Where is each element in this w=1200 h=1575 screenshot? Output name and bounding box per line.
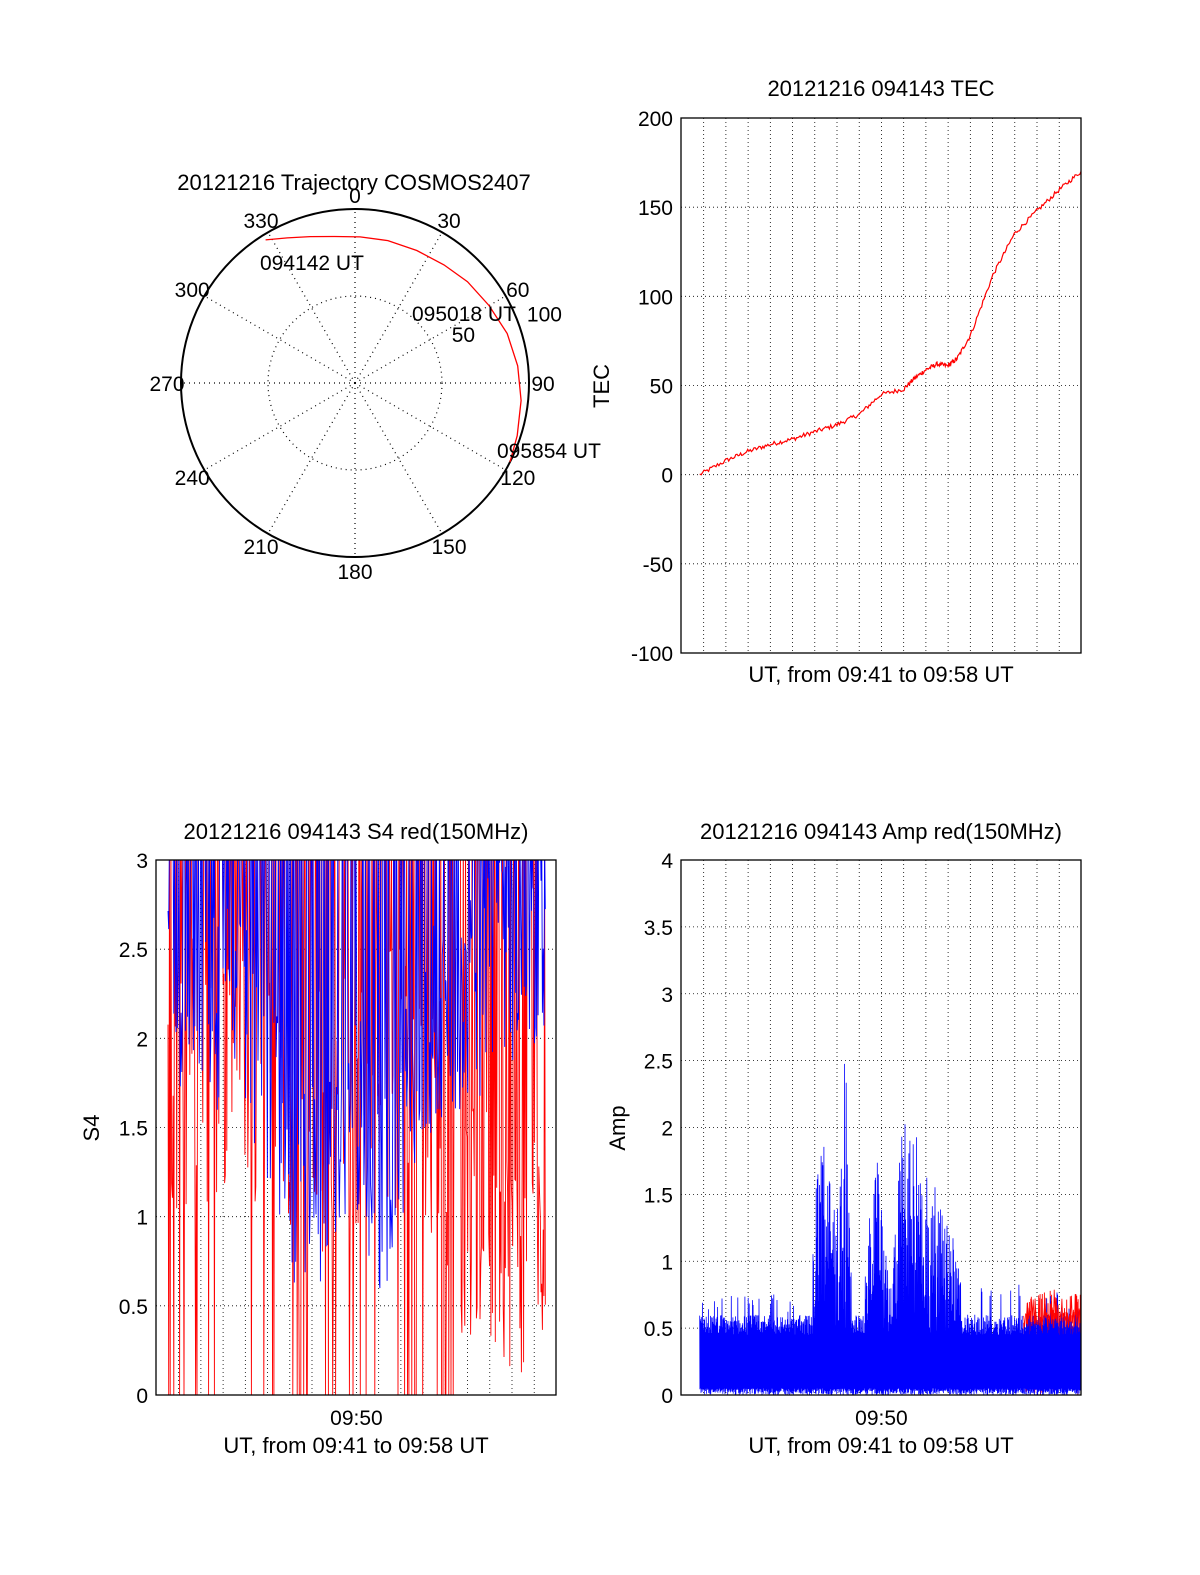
polar-spoke-240	[204, 382, 356, 471]
tec-ytick-label: -100	[631, 643, 673, 666]
polar-annotation-2: 095854 UT	[497, 440, 601, 463]
tec-title: 20121216 094143 TEC	[767, 76, 994, 101]
polar-radius-label-50: 50	[452, 324, 475, 347]
s4-xtick-label: 09:50	[330, 1407, 383, 1430]
amp-series-red-overlay	[1023, 1289, 1081, 1329]
polar-outer-circle	[180, 208, 530, 558]
polar-angle-label-0: 0	[349, 185, 361, 208]
polar-angle-label-30: 30	[437, 210, 460, 233]
s4-ylabel: S4	[79, 1115, 104, 1142]
polar-angle-label-90: 90	[531, 373, 554, 396]
s4-ytick-label: 2	[136, 1028, 148, 1051]
s4-ytick-label: 0.5	[119, 1296, 148, 1319]
polar-ring-50	[267, 295, 443, 471]
amp-chart: 20121216 094143 Amp red(150MHz) UT, from…	[605, 819, 1082, 1458]
amp-ytick-label: 1.5	[644, 1184, 673, 1207]
tec-chart: 20121216 094143 TEC UT, from 09:41 to 09…	[589, 76, 1082, 687]
amp-ytick-label: 0	[661, 1385, 673, 1408]
s4-chart: 20121216 094143 S4 red(150MHz) UT, from …	[79, 819, 557, 1458]
polar-annotation-0: 094142 UT	[260, 252, 364, 275]
polar-angle-label-300: 300	[175, 279, 210, 302]
polar-spoke-330	[267, 232, 356, 384]
polar-spoke-120	[354, 382, 506, 471]
amp-xlabel: UT, from 09:41 to 09:58 UT	[748, 1433, 1013, 1458]
tec-ylabel: TEC	[589, 364, 614, 408]
tec-ytick-label: 200	[638, 108, 673, 131]
polar-spoke-150	[354, 382, 443, 534]
polar-angle-label-60: 60	[506, 279, 529, 302]
tec-plot-frame	[680, 117, 1082, 654]
tec-ytick-label: 0	[661, 465, 673, 488]
s4-ytick-label: 3	[136, 850, 148, 873]
s4-plot-area	[167, 860, 546, 1395]
s4-ytick-label: 1	[136, 1207, 148, 1230]
amp-ytick-label: 3.5	[644, 917, 673, 940]
s4-ytick-label: 2.5	[119, 939, 148, 962]
polar-spoke-30	[354, 232, 443, 384]
polar-radius-label-100: 100	[527, 304, 562, 327]
polar-angle-label-180: 180	[337, 561, 372, 584]
amp-ytick-label: 0.5	[644, 1318, 673, 1341]
polar-angle-label-330: 330	[243, 210, 278, 233]
s4-series-blue	[167, 860, 546, 1289]
s4-plot-frame	[155, 859, 557, 1396]
polar-spoke-300	[204, 295, 356, 384]
amp-xtick-label: 09:50	[855, 1407, 908, 1430]
tec-xlabel: UT, from 09:41 to 09:58 UT	[748, 662, 1013, 687]
polar-spoke-60	[354, 295, 506, 384]
polar-angle-label-210: 210	[243, 536, 278, 559]
tec-ytick-label: 50	[650, 376, 673, 399]
polar-angle-label-240: 240	[175, 467, 210, 490]
amp-ytick-label: 1	[661, 1251, 673, 1274]
tec-ytick-label: 150	[638, 197, 673, 220]
amp-series-blue	[699, 1063, 1081, 1395]
tec-series-line	[699, 171, 1082, 476]
amp-ytick-label: 3	[661, 984, 673, 1007]
amp-plot-area	[699, 1063, 1081, 1395]
amp-plot-frame	[680, 859, 1082, 1396]
polar-track-line	[265, 235, 522, 463]
polar-title: 20121216 Trajectory COSMOS2407	[177, 170, 530, 195]
s4-xlabel: UT, from 09:41 to 09:58 UT	[223, 1433, 488, 1458]
amp-ytick-label: 2	[661, 1118, 673, 1141]
s4-title: 20121216 094143 S4 red(150MHz)	[184, 819, 529, 844]
polar-annotation-1: 095018 UT	[412, 303, 516, 326]
polar-angle-label-270: 270	[149, 373, 184, 396]
amp-ylabel: Amp	[605, 1105, 630, 1150]
amp-title: 20121216 094143 Amp red(150MHz)	[700, 819, 1062, 844]
polar-angle-label-120: 120	[500, 467, 535, 490]
tec-ytick-label: 100	[638, 286, 673, 309]
s4-ytick-label: 1.5	[119, 1118, 148, 1141]
tec-ytick-label: -50	[643, 554, 673, 577]
amp-ytick-label: 4	[661, 850, 673, 873]
amp-ytick-label: 2.5	[644, 1051, 673, 1074]
polar-angle-label-150: 150	[431, 536, 466, 559]
polar-spoke-210	[267, 382, 356, 534]
s4-ytick-label: 0	[136, 1385, 148, 1408]
polar-trajectory-chart: 20121216 Trajectory COSMOS2407 0 30 60 90 12…	[149, 170, 601, 584]
